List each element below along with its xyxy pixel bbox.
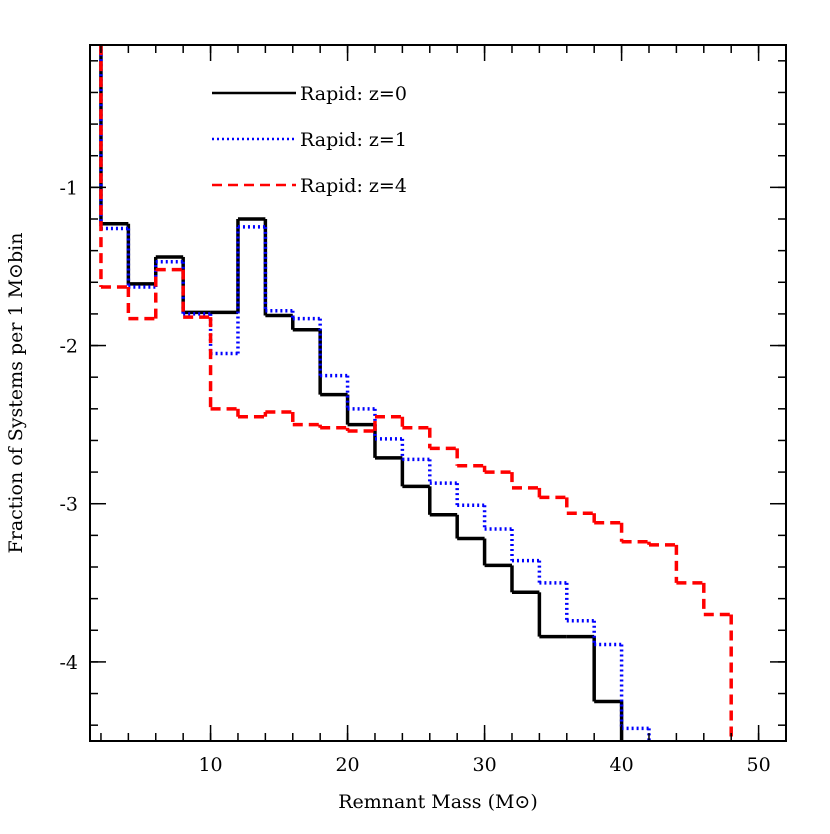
y-axis-label: Fraction of Systems per 1 M⊙bin [5, 233, 27, 554]
x-tick-label: 50 [747, 754, 771, 776]
y-tick-label: -1 [59, 177, 78, 199]
axes-frame [89, 44, 787, 742]
y-tick-label: -2 [59, 336, 78, 358]
legend-label: Rapid: z=0 [300, 83, 407, 105]
x-tick-label: 20 [335, 754, 359, 776]
x-tick-label: 10 [198, 754, 222, 776]
x-tick-label: 30 [472, 754, 496, 776]
x-axis-label: Remnant Mass (M⊙) [338, 791, 538, 813]
y-tick-label: -4 [59, 652, 78, 674]
legend-label: Rapid: z=4 [300, 175, 407, 197]
x-tick-label: 40 [609, 754, 633, 776]
plot-area [99, 45, 733, 741]
legend-label: Rapid: z=1 [300, 129, 407, 151]
y-tick-label: -3 [59, 494, 78, 516]
